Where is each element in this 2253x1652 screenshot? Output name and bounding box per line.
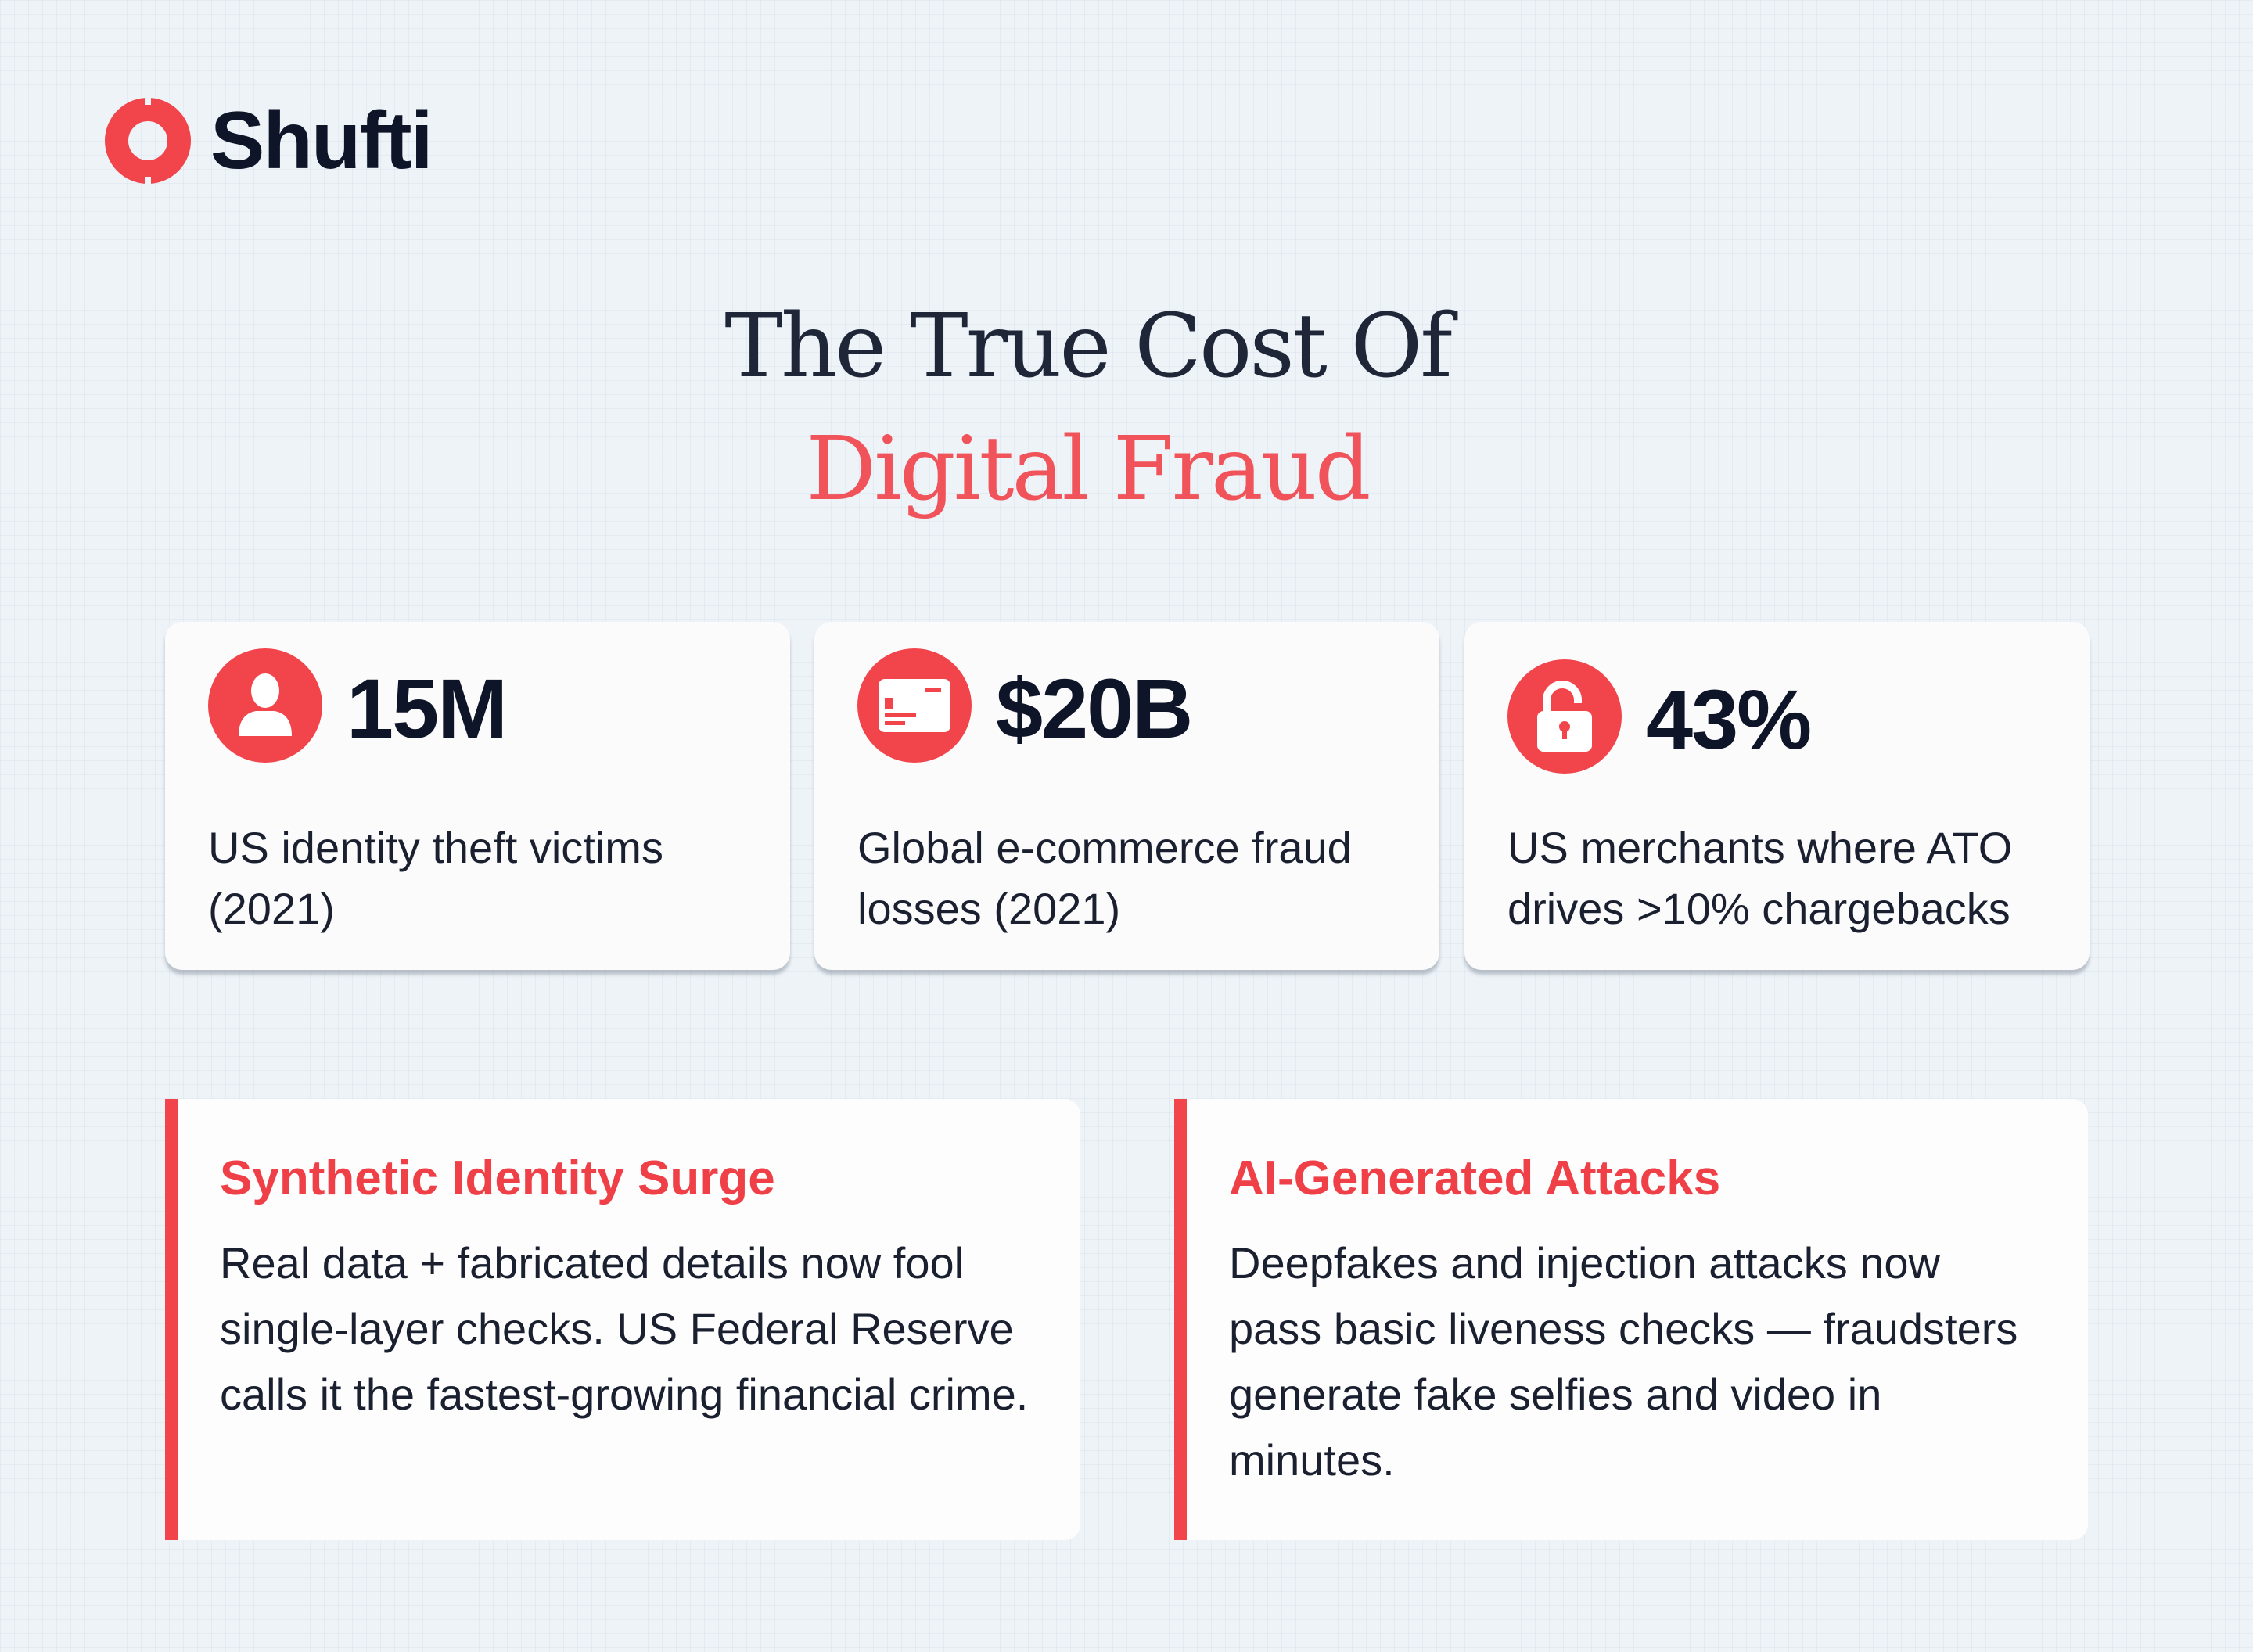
insight-card: Synthetic Identity Surge Real data + fab… — [165, 1099, 1080, 1540]
insight-body: Deepfakes and injection attacks now pass… — [1229, 1238, 2018, 1485]
stat-value: 43% — [1646, 672, 1812, 767]
insight-title: Synthetic Identity Surge — [220, 1151, 775, 1205]
insight-title: AI-Generated Attacks — [1229, 1151, 1721, 1205]
stat-description: US identity theft victims (2021) — [208, 823, 663, 933]
stat-card: $20B Global e-commerce fraud losses (202… — [814, 622, 1439, 970]
page-title-highlight: Digital Fraud — [806, 418, 1371, 520]
page-title: The True Cost Of — [724, 296, 1452, 397]
stat-value: 15M — [347, 661, 508, 756]
stat-card: 43% US merchants where ATO drives >10% c… — [1464, 622, 2090, 970]
credit-card-icon — [857, 648, 972, 763]
insight-body: Real data + fabricated details now fool … — [220, 1238, 1029, 1419]
brand-name: Shufti — [210, 95, 433, 186]
user-icon — [208, 648, 322, 763]
stat-value: $20B — [996, 661, 1193, 756]
stat-description: Global e-commerce fraud losses (2021) — [857, 823, 1352, 933]
unlocked-padlock-icon — [1507, 659, 1622, 774]
shufti-logo: Shufti — [104, 94, 433, 188]
stat-card: 15M US identity theft victims (2021) — [165, 622, 790, 970]
stat-description: US merchants where ATO drives >10% charg… — [1507, 823, 2013, 933]
insight-card: AI-Generated Attacks Deepfakes and injec… — [1174, 1099, 2088, 1540]
ring-logo-icon — [105, 94, 191, 188]
